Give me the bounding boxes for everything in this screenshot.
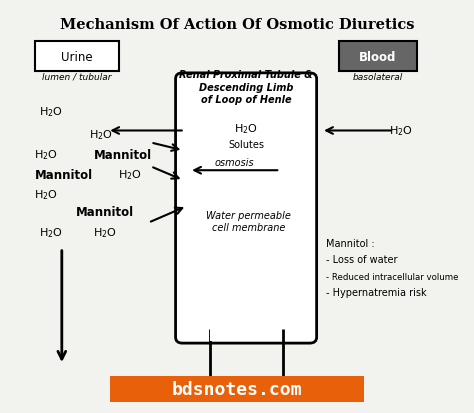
Text: - Loss of water: - Loss of water bbox=[326, 254, 397, 264]
Text: bdsnotes.com: bdsnotes.com bbox=[172, 380, 302, 398]
Text: Renal Proximal Tubule &
Descending Limb
of Loop of Henle: Renal Proximal Tubule & Descending Limb … bbox=[179, 70, 313, 105]
Text: H$_2$O: H$_2$O bbox=[89, 128, 112, 142]
Text: osmosis: osmosis bbox=[215, 158, 255, 168]
FancyBboxPatch shape bbox=[109, 376, 365, 401]
Text: Blood: Blood bbox=[359, 50, 397, 64]
Text: H$_2$O: H$_2$O bbox=[389, 124, 413, 138]
Text: Mannitol: Mannitol bbox=[76, 206, 134, 219]
Text: Mechanism Of Action Of Osmotic Diuretics: Mechanism Of Action Of Osmotic Diuretics bbox=[60, 18, 414, 32]
Text: H$_2$O: H$_2$O bbox=[34, 148, 58, 162]
FancyBboxPatch shape bbox=[339, 42, 417, 72]
Text: H$_2$O: H$_2$O bbox=[38, 225, 63, 239]
Text: H$_2$O: H$_2$O bbox=[234, 122, 258, 136]
Text: H$_2$O: H$_2$O bbox=[34, 188, 58, 202]
Text: H$_2$O: H$_2$O bbox=[38, 104, 63, 118]
Text: lumen / tubular: lumen / tubular bbox=[42, 73, 111, 81]
FancyBboxPatch shape bbox=[175, 74, 317, 343]
Text: - Hypernatremia risk: - Hypernatremia risk bbox=[326, 288, 426, 298]
FancyBboxPatch shape bbox=[35, 42, 118, 72]
Text: - Reduced intracellular volume: - Reduced intracellular volume bbox=[326, 272, 458, 281]
Text: Water permeable
cell membrane: Water permeable cell membrane bbox=[206, 211, 291, 233]
Text: Mannitol :: Mannitol : bbox=[326, 238, 374, 248]
Text: basolateral: basolateral bbox=[353, 73, 403, 81]
Text: H$_2$O: H$_2$O bbox=[118, 168, 142, 182]
Text: H$_2$O: H$_2$O bbox=[93, 225, 117, 239]
Text: Mannitol: Mannitol bbox=[94, 148, 152, 161]
Bar bbox=[210, 325, 282, 341]
Text: Urine: Urine bbox=[61, 50, 92, 64]
Text: Mannitol: Mannitol bbox=[35, 168, 93, 181]
Text: Solutes: Solutes bbox=[228, 140, 264, 150]
